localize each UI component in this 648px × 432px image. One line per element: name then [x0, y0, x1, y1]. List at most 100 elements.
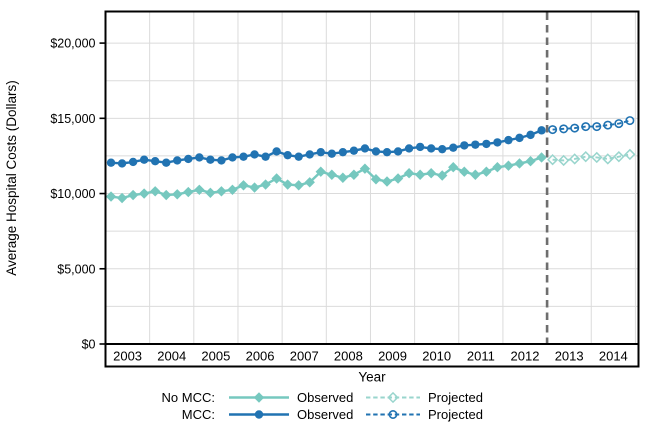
series-no-mcc-observed-marker [470, 169, 481, 180]
series-no-mcc-observed-marker [459, 166, 470, 177]
series-mcc-observed-marker [117, 159, 127, 168]
series-no-mcc-observed-marker [227, 184, 238, 195]
series-mcc-projected-line [552, 119, 631, 131]
series-mcc-observed-marker [150, 157, 160, 166]
x-tick-label: 2011 [467, 349, 495, 364]
series-no-mcc-observed-marker [293, 180, 304, 191]
series-no-mcc-observed-marker [271, 173, 282, 184]
series-mcc-observed-marker [316, 147, 325, 157]
series-no-mcc-observed-marker [403, 168, 415, 179]
series-mcc-observed-marker [371, 147, 381, 156]
series-mcc-observed-marker [349, 146, 359, 155]
x-tick-label: 2006 [246, 349, 275, 364]
series-no-mcc-observed-marker [304, 177, 315, 188]
series-mcc-observed-marker [515, 133, 524, 143]
series-mcc-observed-marker [162, 158, 171, 167]
series-no-mcc-observed-marker [216, 186, 227, 197]
series-legend-obs-0-marker [253, 392, 265, 403]
series-no-mcc-observed-marker [161, 189, 172, 201]
series-mcc-observed-marker [526, 130, 535, 140]
series-mcc-observed-marker [261, 152, 270, 161]
series-mcc-observed-marker [239, 152, 248, 161]
series-no-mcc-observed-marker [437, 170, 448, 181]
series-no-mcc-projected-marker [624, 148, 636, 161]
series-mcc-observed-marker [404, 144, 414, 153]
series-no-mcc-observed-marker [536, 152, 547, 163]
series-mcc-observed-marker [493, 138, 502, 147]
series-no-mcc-observed-marker [348, 169, 360, 180]
y-tick-label: $20,000 [50, 37, 95, 51]
x-axis-title: Year [358, 370, 386, 385]
y-tick-label: $10,000 [50, 187, 95, 201]
series-no-mcc-observed-marker [116, 192, 128, 204]
series-no-mcc-observed-marker [183, 186, 194, 198]
series-no-mcc-observed-marker [414, 169, 426, 180]
series-mcc-observed-marker [195, 153, 204, 162]
series-no-mcc-observed-marker [282, 179, 293, 190]
y-axis-title: Average Hospital Costs (Dollars) [4, 80, 19, 276]
series-mcc-observed-marker [294, 152, 303, 161]
series-mcc-observed-marker [217, 156, 226, 165]
x-tick-label: 2003 [113, 349, 142, 364]
series-mcc-observed-marker [283, 150, 292, 160]
series-mcc-observed-marker [415, 142, 425, 152]
series-mcc-observed-marker [460, 141, 469, 150]
x-tick-label: 2007 [290, 349, 319, 364]
series-no-mcc-observed-marker [370, 174, 382, 185]
series-mcc-observed-marker [206, 155, 215, 164]
series-mcc-observed-marker [537, 126, 546, 135]
legend-observed-label: Observed [297, 390, 353, 405]
series-no-mcc-observed-marker [392, 173, 404, 184]
y-tick-label: $15,000 [50, 112, 95, 126]
x-tick-label: 2005 [201, 349, 230, 364]
series-mcc-observed-marker [449, 143, 458, 152]
legend-group-label: MCC: [182, 407, 215, 422]
series-no-mcc-observed-marker [315, 166, 326, 177]
series-no-mcc-observed-marker [172, 189, 183, 200]
series-mcc-observed-marker [382, 147, 392, 157]
x-tick-label: 2010 [422, 349, 451, 364]
series-mcc-observed-marker [393, 147, 403, 156]
x-tick-label: 2014 [599, 349, 628, 364]
series-no-mcc-observed-marker [525, 156, 536, 167]
series-no-mcc-observed-marker [448, 162, 459, 173]
series-mcc-observed-marker [426, 144, 436, 153]
series-no-mcc-observed-marker [359, 163, 371, 174]
x-tick-label: 2012 [511, 349, 540, 364]
x-tick-label: 2009 [378, 349, 407, 364]
series-no-mcc-observed-marker [260, 179, 271, 190]
series-mcc-projected-marker [625, 116, 635, 126]
series-no-mcc-observed-marker [514, 158, 525, 169]
y-tick-label: $0 [82, 338, 96, 352]
series-no-mcc-observed-marker [481, 166, 492, 177]
series-no-mcc-observed-marker [425, 168, 437, 179]
legend-observed-label: Observed [297, 407, 353, 422]
series-no-mcc-observed-marker [337, 172, 349, 183]
legend-projected-label: Projected [428, 407, 483, 422]
series-no-mcc-projected-marker [580, 151, 592, 163]
series-no-mcc-observed-marker [492, 162, 503, 173]
series-no-mcc-observed-marker [503, 160, 514, 171]
plot-frame [104, 10, 640, 368]
series-no-mcc-observed-marker [138, 188, 150, 199]
series-mcc-observed-marker [106, 158, 116, 167]
series-mcc-observed-marker [184, 154, 193, 164]
series-no-mcc-observed-marker [238, 180, 249, 191]
series-no-mcc-observed-marker [149, 186, 161, 197]
series-no-mcc-observed-line [110, 156, 542, 200]
x-tick-label: 2004 [157, 349, 186, 364]
series-no-mcc-projected-line [552, 153, 631, 162]
y-tick-label: $5,000 [57, 262, 95, 276]
series-no-mcc-observed-marker [194, 184, 205, 195]
series-no-mcc-observed-marker [326, 169, 338, 180]
legend-projected-label: Projected [428, 390, 483, 405]
series-mcc-observed-marker [173, 156, 182, 165]
series-no-mcc-observed-marker [249, 182, 260, 193]
series-no-mcc-observed-marker [127, 189, 139, 201]
series-no-mcc-observed-marker [381, 176, 393, 187]
x-tick-label: 2013 [555, 349, 584, 364]
series-no-mcc-observed-marker [105, 191, 117, 202]
series-legend-obs-1-marker [254, 410, 264, 419]
